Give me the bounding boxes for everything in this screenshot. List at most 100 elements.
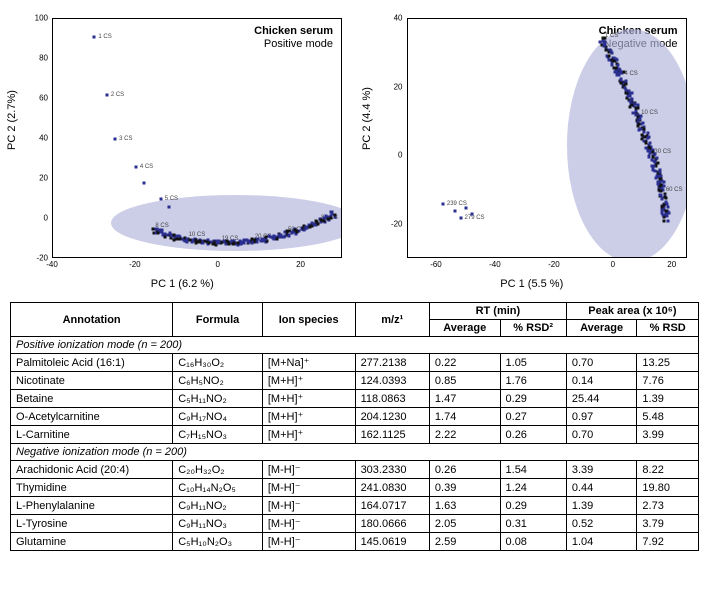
cell: 19.80 (637, 479, 699, 497)
table-row: NicotinateC₆H₅NO₂[M+H]⁺124.03930.851.760… (11, 372, 699, 390)
cell: L-Phenylalanine (11, 497, 173, 515)
cell: 1.05 (500, 354, 566, 372)
cell: 7.76 (637, 372, 699, 390)
cell: [M-H]⁻ (262, 479, 355, 497)
cell: C₉H₁₁NO₃ (173, 515, 263, 533)
table-row: O-AcetylcarnitineC₉H₁₇NO₄[M+H]⁺204.12301… (11, 408, 699, 426)
cell: 1.39 (637, 390, 699, 408)
cell: C₂₀H₃₂O₂ (173, 461, 263, 479)
col-pk-avg: Average (566, 320, 637, 337)
col-pk-rsd: % RSD (637, 320, 699, 337)
cell: 0.27 (500, 408, 566, 426)
cell: 1.74 (429, 408, 500, 426)
cell: 241.0830 (355, 479, 429, 497)
x-ticks: -60-40-20020 (407, 260, 687, 272)
cell: C₅H₁₀N₂O₃ (173, 533, 263, 551)
col-formula: Formula (173, 303, 263, 337)
cell: 162.1125 (355, 426, 429, 444)
cell: [M-H]⁻ (262, 533, 355, 551)
scatter-points: 1 CS4 CS10 CS30 CS60 CS239 CS279 CS (408, 19, 686, 257)
cell: 1.47 (429, 390, 500, 408)
cell: Nicotinate (11, 372, 173, 390)
cell: 164.0717 (355, 497, 429, 515)
cell: 7.92 (637, 533, 699, 551)
cell: 1.54 (500, 461, 566, 479)
cell: 3.99 (637, 426, 699, 444)
cell: O-Acetylcarnitine (11, 408, 173, 426)
section-title: Positive ionization mode (n = 200) (11, 337, 699, 354)
cell: 0.29 (500, 390, 566, 408)
cell: 124.0393 (355, 372, 429, 390)
table-header: Annotation Formula Ion species m/z¹ RT (… (11, 303, 699, 337)
pca-chart-positive: PC 2 (2.7%) Chicken serum Positive mode … (10, 10, 355, 290)
cell: 118.0863 (355, 390, 429, 408)
cell: Thymidine (11, 479, 173, 497)
charts-row: PC 2 (2.7%) Chicken serum Positive mode … (10, 10, 699, 290)
cell: 0.26 (429, 461, 500, 479)
cell: 3.79 (637, 515, 699, 533)
cell: [M+H]⁺ (262, 372, 355, 390)
col-rt: RT (min) (429, 303, 566, 320)
cell: C₅H₁₁NO₂ (173, 390, 263, 408)
cell: 0.31 (500, 515, 566, 533)
metabolite-table: Annotation Formula Ion species m/z¹ RT (… (10, 302, 699, 551)
scatter-points: 8 CS10 CS19 CS20 CS50 CS80 CS1 CS2 CS3 C… (53, 19, 341, 257)
cell: 1.24 (500, 479, 566, 497)
cell: [M-H]⁻ (262, 515, 355, 533)
cell: [M-H]⁻ (262, 461, 355, 479)
col-rt-avg: Average (429, 320, 500, 337)
cell: [M+H]⁺ (262, 426, 355, 444)
cell: 2.05 (429, 515, 500, 533)
pca-chart-negative: PC 2 (4.4 %) Chicken serum Negative mode… (365, 10, 700, 290)
section-title: Negative ionization mode (n = 200) (11, 444, 699, 461)
cell: L-Carnitine (11, 426, 173, 444)
cell: [M+Na]⁺ (262, 354, 355, 372)
col-mz: m/z¹ (355, 303, 429, 337)
cell: 1.63 (429, 497, 500, 515)
cell: 3.39 (566, 461, 637, 479)
table-body: Positive ionization mode (n = 200)Palmit… (11, 337, 699, 551)
cell: C₉H₁₇NO₄ (173, 408, 263, 426)
cell: 1.76 (500, 372, 566, 390)
cell: 2.73 (637, 497, 699, 515)
cell: [M+H]⁺ (262, 408, 355, 426)
cell: 13.25 (637, 354, 699, 372)
col-rt-rsd: % RSD² (500, 320, 566, 337)
cell: 303.2330 (355, 461, 429, 479)
cell: C₁₀H₁₄N₂O₅ (173, 479, 263, 497)
section-header: Negative ionization mode (n = 200) (11, 444, 699, 461)
cell: Betaine (11, 390, 173, 408)
table-row: L-TyrosineC₉H₁₁NO₃[M-H]⁻180.06662.050.31… (11, 515, 699, 533)
table-row: ThymidineC₁₀H₁₄N₂O₅[M-H]⁻241.08300.391.2… (11, 479, 699, 497)
cell: C₆H₅NO₂ (173, 372, 263, 390)
cell: 0.44 (566, 479, 637, 497)
col-ion: Ion species (262, 303, 355, 337)
cell: 0.70 (566, 354, 637, 372)
table-row: L-PhenylalanineC₉H₁₁NO₂[M-H]⁻164.07171.6… (11, 497, 699, 515)
cell: Arachidonic Acid (20:4) (11, 461, 173, 479)
cell: 204.1230 (355, 408, 429, 426)
table-row: Arachidonic Acid (20:4)C₂₀H₃₂O₂[M-H]⁻303… (11, 461, 699, 479)
cell: 0.29 (500, 497, 566, 515)
cell: C₉H₁₁NO₂ (173, 497, 263, 515)
cell: 0.39 (429, 479, 500, 497)
x-ticks: -40-20020 (52, 260, 342, 272)
cell: 2.59 (429, 533, 500, 551)
cell: 2.22 (429, 426, 500, 444)
cell: 0.08 (500, 533, 566, 551)
plot-area-left: Chicken serum Positive mode 8 CS10 CS19 … (52, 18, 342, 258)
cell: 25.44 (566, 390, 637, 408)
cell: 0.70 (566, 426, 637, 444)
y-axis-label: PC 2 (4.4 %) (361, 87, 373, 150)
y-axis-label: PC 2 (2.7%) (6, 90, 18, 150)
x-axis-label: PC 1 (5.5 %) (365, 278, 700, 290)
plot-area-right: Chicken serum Negative mode 1 CS4 CS10 C… (407, 18, 687, 258)
x-axis-label: PC 1 (6.2 %) (10, 278, 355, 290)
table-row: L-CarnitineC₇H₁₅NO₃[M+H]⁺162.11252.220.2… (11, 426, 699, 444)
cell: 1.04 (566, 533, 637, 551)
cell: [M+H]⁺ (262, 390, 355, 408)
section-header: Positive ionization mode (n = 200) (11, 337, 699, 354)
cell: 0.22 (429, 354, 500, 372)
cell: 180.0666 (355, 515, 429, 533)
col-peak: Peak area (x 10⁶) (566, 303, 698, 320)
